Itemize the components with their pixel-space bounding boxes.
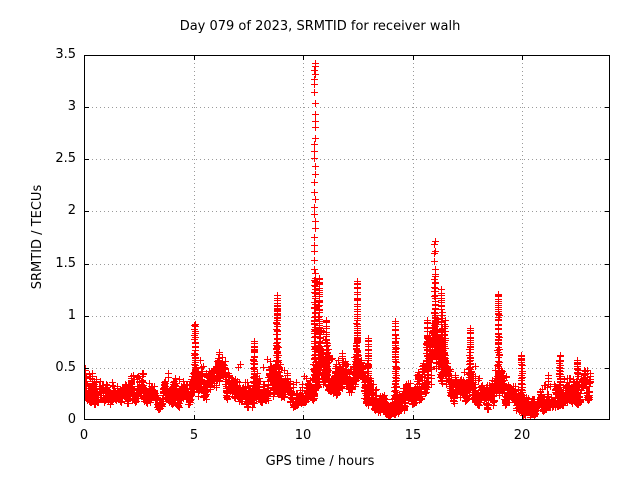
y-tick-label: 3 <box>67 99 76 114</box>
x-tick-label: 0 <box>79 428 89 443</box>
y-axis-label: SRMTID / TECUs <box>30 184 45 290</box>
scatter-markers <box>84 60 594 420</box>
chart-title: Day 079 of 2023, SRMTID for receiver wal… <box>179 19 461 34</box>
x-tick-label: 5 <box>189 428 199 443</box>
y-tick-label: 0 <box>67 412 76 427</box>
x-tick-label: 15 <box>404 428 422 443</box>
y-tick-label: 1 <box>67 308 76 323</box>
y-tick-label: 3.5 <box>55 47 76 62</box>
plot-area <box>84 55 610 420</box>
y-tick-label: 2 <box>67 203 76 218</box>
plot-border <box>84 55 610 420</box>
x-tick-label: 20 <box>513 428 531 443</box>
x-tick-label: 10 <box>294 428 312 443</box>
y-tick-label: 0.5 <box>55 360 76 375</box>
y-tick-label: 2.5 <box>55 151 76 166</box>
x-axis-label: GPS time / hours <box>265 454 375 469</box>
y-tick-label: 1.5 <box>55 256 76 271</box>
